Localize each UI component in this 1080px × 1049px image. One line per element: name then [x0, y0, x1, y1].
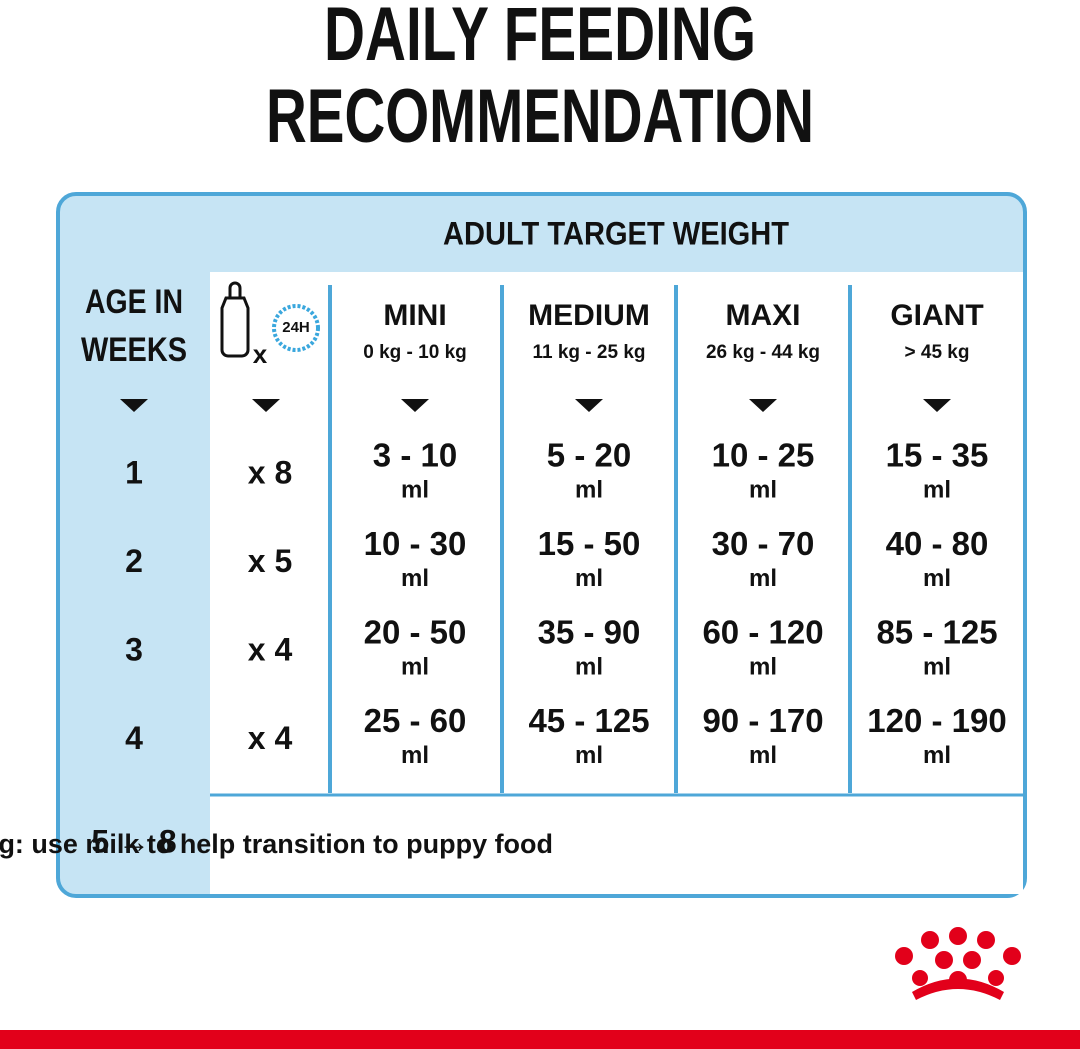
amount-unit: ml [401, 742, 429, 769]
table-body [210, 272, 1023, 894]
column-range: > 45 kg [905, 342, 970, 363]
amount: 85 - 125 [876, 614, 997, 651]
footer-bar [0, 1030, 1080, 1049]
amount: 25 - 60 [364, 702, 467, 739]
amount: 90 - 170 [702, 702, 823, 739]
weaning-weeks: 5 → 8 [91, 823, 176, 859]
week: 3 [125, 631, 143, 667]
amount-unit: ml [575, 565, 603, 592]
down-arrow [749, 399, 777, 412]
column-name: GIANT [890, 299, 983, 332]
column-name: MINI [383, 299, 446, 332]
week: 2 [125, 543, 143, 579]
amount-unit: ml [923, 476, 951, 503]
feedings: x 8 [248, 454, 292, 490]
amount: 30 - 70 [712, 525, 815, 562]
amount: 10 - 30 [364, 525, 467, 562]
table-header: ADULT TARGET WEIGHT [443, 215, 789, 251]
weaning-text: Weaning: use milk to help transition to … [0, 829, 553, 859]
week: 1 [125, 454, 143, 490]
amount: 10 - 25 [712, 437, 815, 474]
amount: 60 - 120 [702, 614, 823, 651]
age-header: AGE IN WEEKS [81, 283, 187, 369]
amount-unit: ml [923, 565, 951, 592]
column-range: 0 kg - 10 kg [363, 342, 467, 363]
feedings: x 4 [248, 631, 293, 667]
amount-unit: ml [749, 653, 777, 680]
amount-unit: ml [401, 653, 429, 680]
amount-unit: ml [749, 476, 777, 503]
times-sign: x [253, 339, 268, 369]
amount-unit: ml [749, 742, 777, 769]
down-arrow [120, 399, 148, 412]
amount-unit: ml [401, 476, 429, 503]
down-arrow [575, 399, 603, 412]
down-arrow [923, 399, 951, 412]
amount-unit: ml [923, 742, 951, 769]
clock-icon [272, 304, 320, 352]
amount: 3 - 10 [373, 437, 457, 474]
amount: 45 - 125 [528, 702, 649, 739]
amount-unit: ml [575, 476, 603, 503]
clock-label: 24H [282, 319, 310, 336]
column-name: MAXI [726, 299, 801, 332]
amount: 40 - 80 [886, 525, 989, 562]
bottle-icon [220, 281, 250, 358]
amount: 35 - 90 [538, 614, 641, 651]
week: 4 [125, 720, 143, 756]
amount: 120 - 190 [867, 702, 1006, 739]
amount-unit: ml [923, 653, 951, 680]
column-name: MEDIUM [528, 299, 650, 332]
logo [895, 927, 1021, 1000]
column-range: 11 kg - 25 kg [532, 342, 645, 363]
amount: 5 - 20 [547, 437, 631, 474]
amount: 15 - 50 [538, 525, 641, 562]
title: DAILY FEEDING RECOMMENDATION [266, 0, 814, 159]
down-arrow [401, 399, 429, 412]
amount-unit: ml [401, 565, 429, 592]
amount-unit: ml [749, 565, 777, 592]
amount-unit: ml [575, 653, 603, 680]
feedings: x 4 [248, 720, 293, 756]
amount-unit: ml [575, 742, 603, 769]
down-arrow [252, 399, 280, 412]
amount: 15 - 35 [886, 437, 989, 474]
feedings: x 5 [248, 543, 292, 579]
amount: 20 - 50 [364, 614, 467, 651]
column-range: 26 kg - 44 kg [706, 342, 820, 363]
